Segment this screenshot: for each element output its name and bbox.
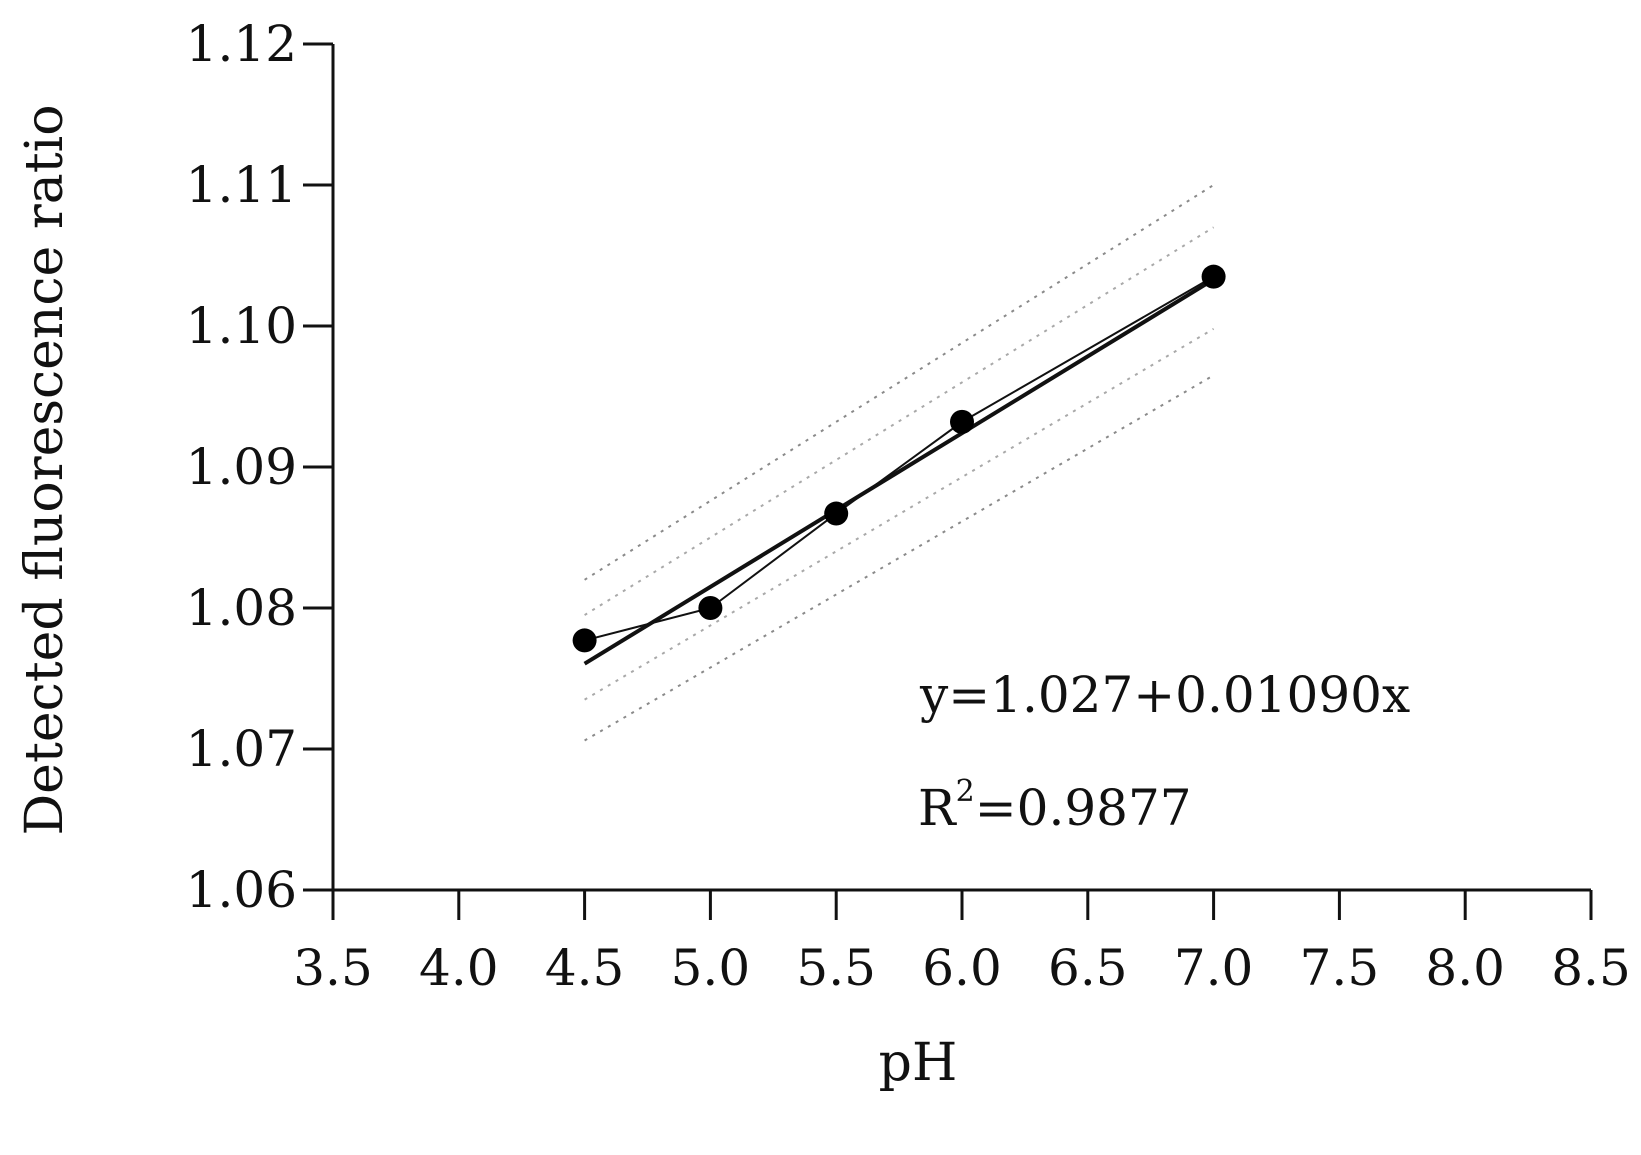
x-tick-label: 7.5 [1300,939,1380,997]
y-tick-label: 1.08 [186,579,297,637]
data-point [950,409,974,434]
y-tick-label: 1.10 [186,297,297,355]
y-tick-label: 1.12 [186,15,297,73]
y-tick-label: 1.07 [186,720,297,778]
r-squared-annotation: R2=0.9877 [918,774,1192,837]
band-lower-line [584,327,1215,701]
x-tick-label: 7.0 [1174,939,1254,997]
band-upper-line [584,226,1215,616]
y-tick-label: 1.06 [186,861,297,919]
x-tick-label: 4.0 [419,939,499,997]
r-squared-value: =0.9877 [975,779,1192,837]
regression-line [583,277,1215,666]
x-tick-label: 5.0 [671,939,751,997]
r-squared-exponent: 2 [956,774,975,809]
axes [331,44,1591,892]
x-tick-label: 6.0 [922,939,1002,997]
x-tick-label: 8.5 [1551,939,1631,997]
band-upper-line [584,184,1215,581]
data-point [572,628,597,653]
data-point [824,501,849,526]
data-line [584,275,1215,642]
r-squared-base: R [918,779,957,837]
x-tick-label: 3.5 [293,939,373,997]
confidence-bands [584,184,1215,742]
y-tick-label: 1.11 [186,156,297,214]
x-tick-label: 4.5 [545,939,625,997]
y-axis-ticks: 1.06 1.07 1.08 1.09 1.10 1.11 1.12 [186,15,333,919]
x-tick-label: 5.5 [796,939,876,997]
x-tick-label: 8.0 [1425,939,1505,997]
x-axis-ticks: 3.5 4.0 4.5 5.0 5.5 6.0 6.5 7.0 7.5 8.0 8.5 [293,890,1631,997]
y-tick-label: 1.09 [186,438,297,496]
data-point [1201,264,1226,289]
data-point [698,596,723,620]
x-axis-title: pH [879,1033,958,1093]
y-axis-title: Detected fluorescence ratio [15,104,75,835]
equation-annotation: y=1.027+0.01090x [919,666,1410,724]
data-series [572,264,1226,666]
x-tick-label: 6.5 [1048,939,1128,997]
